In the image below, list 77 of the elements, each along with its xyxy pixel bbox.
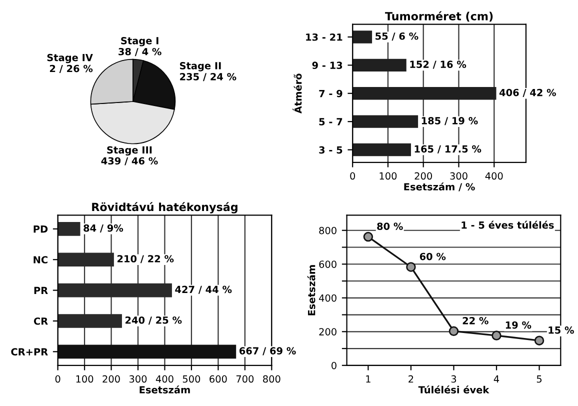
y-axis-title: Átmérő — [292, 74, 302, 114]
data-label: 185 / 19 % — [422, 117, 478, 126]
data-label: 165 / 17.5 % — [414, 145, 482, 154]
bar — [58, 344, 236, 359]
data-label: 427 / 44 % — [175, 286, 232, 294]
x-axis-title: Esetszám / % — [404, 182, 475, 192]
x-tick-label: 0 — [350, 172, 356, 180]
data-label: 2 / 26 % — [50, 64, 93, 73]
y-tick-label: NC — [34, 256, 48, 264]
x-tick-label: 400 — [156, 375, 174, 383]
chart-title: Rövidtávú hatékonyság — [92, 202, 238, 214]
x-axis-title: Esetszám — [140, 386, 190, 394]
x-axis-title: Túlélési évek — [418, 386, 490, 394]
data-label: 210 / 22 % — [117, 255, 174, 264]
bar — [352, 30, 372, 44]
y-tick-label: 7 - 9 — [319, 90, 342, 98]
y-tick-label: PR — [34, 286, 48, 294]
y-tick-label: 5 - 7 — [319, 118, 342, 126]
y-tick-label: 800 — [319, 226, 336, 234]
data-label: 235 / 24 % — [180, 73, 236, 82]
x-tick-label: 3 — [451, 375, 456, 383]
x-tick-label: 500 — [182, 375, 200, 383]
data-label: 406 / 42 % — [499, 88, 556, 97]
data-label: 84 / 9% — [84, 224, 124, 232]
annotation: 80 % — [377, 222, 403, 230]
slice-label: Stage IV — [47, 54, 93, 64]
point — [492, 330, 502, 340]
annotation: 22 % — [462, 316, 488, 324]
slice-label: Stage II — [180, 62, 221, 72]
slice-label: Stage III — [107, 146, 152, 156]
data-label: 38 / 4 % — [118, 48, 162, 56]
x-tick-label: 100 — [76, 375, 94, 383]
x-tick-label: 800 — [263, 375, 280, 383]
annotation: 1 - 5 éves túlélés — [462, 220, 554, 229]
data-label: 152 / 16 % — [410, 60, 466, 69]
bar — [352, 87, 496, 100]
bar — [352, 143, 411, 156]
data-label: 667 / 69 % — [239, 347, 296, 356]
y-tick-label: CR — [34, 317, 48, 325]
y-tick-label: 3 - 5 — [319, 146, 342, 154]
y-tick-label: 13 - 21 — [306, 33, 342, 41]
data-label: 439 / 46 % — [101, 157, 158, 166]
x-tick-label: 300 — [129, 375, 147, 383]
annotation: 60 % — [420, 252, 446, 260]
point — [534, 336, 544, 346]
x-tick-label: 200 — [102, 375, 120, 383]
x-tick-label: 1 — [366, 375, 370, 383]
slice-label: Stage I — [121, 36, 158, 46]
annotation: 15 % — [548, 326, 574, 334]
x-tick-label: 600 — [210, 375, 227, 383]
chart-title: Tumorméret (cm) — [385, 11, 493, 22]
x-tick-label: 0 — [55, 375, 60, 383]
data-label: 55 / 6 % — [376, 32, 418, 41]
x-tick-label: 100 — [380, 172, 397, 180]
y-tick-label: PD — [34, 226, 48, 233]
bar — [352, 115, 418, 128]
x-tick-label: 400 — [485, 172, 503, 180]
x-tick-label: 2 — [408, 375, 414, 383]
y-tick-label: 200 — [319, 328, 336, 336]
y-tick-label: CR+PR — [11, 348, 48, 356]
x-tick-label: 700 — [236, 375, 254, 383]
point — [406, 262, 416, 272]
y-tick-label: 600 — [319, 260, 336, 268]
x-tick-label: 300 — [450, 172, 468, 180]
y-tick-label: 0 — [332, 362, 336, 370]
y-tick-label: 9 - 13 — [312, 62, 342, 70]
annotation: 19 % — [506, 321, 532, 329]
x-tick-label: 5 — [536, 375, 542, 383]
point — [363, 232, 374, 242]
y-axis-title: Esetszám — [307, 265, 316, 316]
point — [448, 326, 459, 336]
bar — [352, 58, 406, 72]
y-tick-label: 400 — [318, 294, 336, 302]
x-tick-label: 4 — [494, 375, 500, 383]
bar — [58, 222, 80, 236]
data-label: 240 / 25 % — [126, 316, 182, 325]
x-tick-label: 200 — [414, 172, 432, 180]
